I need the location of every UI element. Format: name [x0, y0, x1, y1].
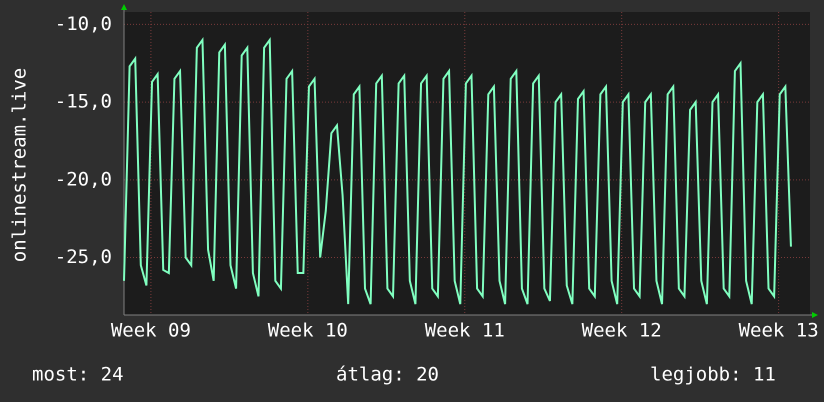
- y-tick-label: -25,0: [55, 246, 112, 268]
- y-tick-label: -15,0: [55, 91, 112, 113]
- footer-average: átlag: 20: [336, 364, 439, 386]
- x-tick-label: Week 09: [111, 320, 191, 342]
- y-tick-label: -10,0: [55, 13, 112, 35]
- x-tick-label: Week 12: [582, 320, 662, 342]
- axis-arrow: [812, 312, 818, 318]
- y-tick-label: -20,0: [55, 168, 112, 190]
- footer-most: most: 24: [32, 364, 124, 386]
- x-tick-label: Week 11: [425, 320, 505, 342]
- y-axis-label: onlinestream.live: [9, 68, 31, 262]
- x-tick-label: Week 13: [739, 320, 819, 342]
- footer-best: legjobb: 11: [650, 364, 776, 386]
- x-tick-label: Week 10: [268, 320, 348, 342]
- data-line: [123, 36, 792, 305]
- axis-arrow: [121, 4, 127, 10]
